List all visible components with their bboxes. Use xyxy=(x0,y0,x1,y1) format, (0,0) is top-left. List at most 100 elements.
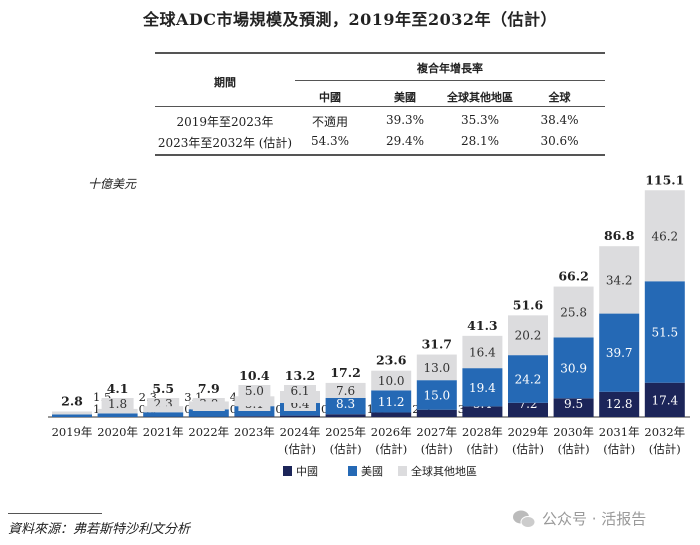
data-label: 46.2 xyxy=(651,229,678,243)
legend-label: 全球其他地區 xyxy=(411,465,477,478)
bar-segment-rest xyxy=(234,396,275,407)
row-value: 38.4% xyxy=(540,113,579,127)
x-tick-label: 2025年 xyxy=(325,425,366,439)
bar-segment-china xyxy=(462,406,503,417)
x-tick-label: 2020年 xyxy=(97,425,138,439)
bar-segment-us xyxy=(325,397,366,415)
x-tick-label: 2021年 xyxy=(143,425,184,439)
data-label: 7.6 xyxy=(336,384,355,398)
data-label: 15.0 xyxy=(423,388,450,402)
x-tick-label: 2027年 xyxy=(416,425,457,439)
bar-segment-rest xyxy=(188,401,229,410)
row-value: 29.4% xyxy=(385,134,425,148)
data-label: 20.2 xyxy=(515,329,542,343)
footnote-rule xyxy=(8,513,102,514)
data-label: 25.8 xyxy=(560,305,587,319)
cagr-header: 複合年增長率 xyxy=(417,62,483,75)
row-value: 不適用 xyxy=(311,115,348,129)
total-label: 7.9 xyxy=(198,381,220,396)
period-header: 期間 xyxy=(214,76,236,89)
wechat-icon xyxy=(513,510,536,528)
x-tick-sublabel: (估計) xyxy=(284,442,316,456)
bar-segment-china xyxy=(234,416,275,417)
data-label: 11.2 xyxy=(378,395,405,409)
x-tick-sublabel: (估計) xyxy=(603,442,635,456)
bar-segment-rest xyxy=(644,190,685,282)
total-label: 41.3 xyxy=(467,318,497,333)
x-tick-label: 2029年 xyxy=(508,425,549,439)
data-label: 6.1 xyxy=(290,384,309,398)
x-tick-label: 2024年 xyxy=(280,425,321,439)
bar-segment-rest xyxy=(599,246,640,314)
source-note: 資料來源：弗若斯特沙利文分析 xyxy=(8,522,191,537)
row-value: 28.1% xyxy=(460,134,500,148)
bar-segment-china xyxy=(644,382,685,417)
data-label: 39.7 xyxy=(606,346,633,360)
row-period: 2023年至2032年 (估計) xyxy=(157,136,293,150)
bar-segment-us xyxy=(462,368,503,407)
row-value: 35.3% xyxy=(460,113,500,127)
x-tick-sublabel: (估計) xyxy=(421,442,453,456)
bar-segment-us xyxy=(52,414,92,417)
bar-segment-us xyxy=(143,412,184,417)
data-label: 13.0 xyxy=(423,361,450,375)
data-label: 34.2 xyxy=(606,273,633,287)
x-tick-sublabel: (估計) xyxy=(375,442,407,456)
total-label: 51.6 xyxy=(513,297,544,312)
legend-item-china: 中國 xyxy=(283,463,318,479)
bar-segment-china xyxy=(325,414,366,417)
total-label: 4.1 xyxy=(107,381,129,396)
col-header-us: 美國 xyxy=(394,91,416,104)
col-header-global: 全球 xyxy=(548,91,571,104)
total-label: 17.2 xyxy=(330,365,360,380)
label-background xyxy=(101,398,134,411)
x-tick-label: 2028年 xyxy=(462,425,503,439)
y-axis-unit: 十億美元 xyxy=(88,177,137,191)
label-background xyxy=(238,385,271,398)
total-label: 5.5 xyxy=(152,381,174,396)
data-label: 5.0 xyxy=(245,384,264,398)
stacked-bar-chart: 1.31.52.82019年0.01.82.34.12020年0.12.33.1… xyxy=(48,172,690,456)
bar-segment-rest xyxy=(97,408,138,414)
legend-swatch xyxy=(348,466,357,476)
bar-segment-us xyxy=(508,355,548,403)
table-bottom-rule xyxy=(155,154,605,156)
row-value: 30.6% xyxy=(540,134,579,148)
table-top-rule xyxy=(155,52,605,54)
label-background xyxy=(284,385,316,398)
bar-segment-us xyxy=(599,313,640,392)
bar-segment-china xyxy=(280,415,320,417)
x-tick-label: 2019年 xyxy=(52,425,93,439)
col-header-china: 中國 xyxy=(319,91,341,104)
bar-segment-rest xyxy=(325,382,366,398)
total-label: 2.8 xyxy=(61,393,83,408)
legend-label: 中國 xyxy=(296,465,318,478)
x-tick-sublabel: (估計) xyxy=(558,442,590,456)
data-label: 24.2 xyxy=(515,372,542,386)
data-label: 17.4 xyxy=(651,393,678,407)
bar-segment-china xyxy=(599,391,640,417)
x-tick-label: 2030年 xyxy=(553,425,594,439)
total-label: 31.7 xyxy=(422,337,452,352)
bar-segment-rest xyxy=(143,406,184,413)
data-label: 12.8 xyxy=(606,397,633,411)
x-tick-label: 2032年 xyxy=(644,425,685,439)
total-label: 10.4 xyxy=(239,368,270,383)
row-value: 54.3% xyxy=(310,134,350,148)
data-label: 10.0 xyxy=(378,374,405,388)
x-tick-sublabel: (估計) xyxy=(649,442,681,456)
bar-segment-us xyxy=(234,406,275,417)
x-tick-sublabel: (估計) xyxy=(330,442,362,456)
data-label: 9.5 xyxy=(564,397,583,411)
legend-item-rest: 全球其他地區 xyxy=(398,463,477,479)
bar-segment-china xyxy=(416,409,457,417)
legend-swatch xyxy=(398,466,407,476)
data-label: 16.4 xyxy=(469,345,496,359)
chart-title: 全球ADC市場規模及預測，2019年至2032年（估計） xyxy=(142,10,558,29)
x-tick-sublabel: (估計) xyxy=(512,442,544,456)
bar-segment-rest xyxy=(416,354,457,381)
bar-segment-rest xyxy=(462,335,503,369)
watermark: 公众号 · 活报告 xyxy=(512,508,646,529)
data-label: 8.3 xyxy=(336,397,355,411)
bar-segment-us xyxy=(188,409,229,417)
